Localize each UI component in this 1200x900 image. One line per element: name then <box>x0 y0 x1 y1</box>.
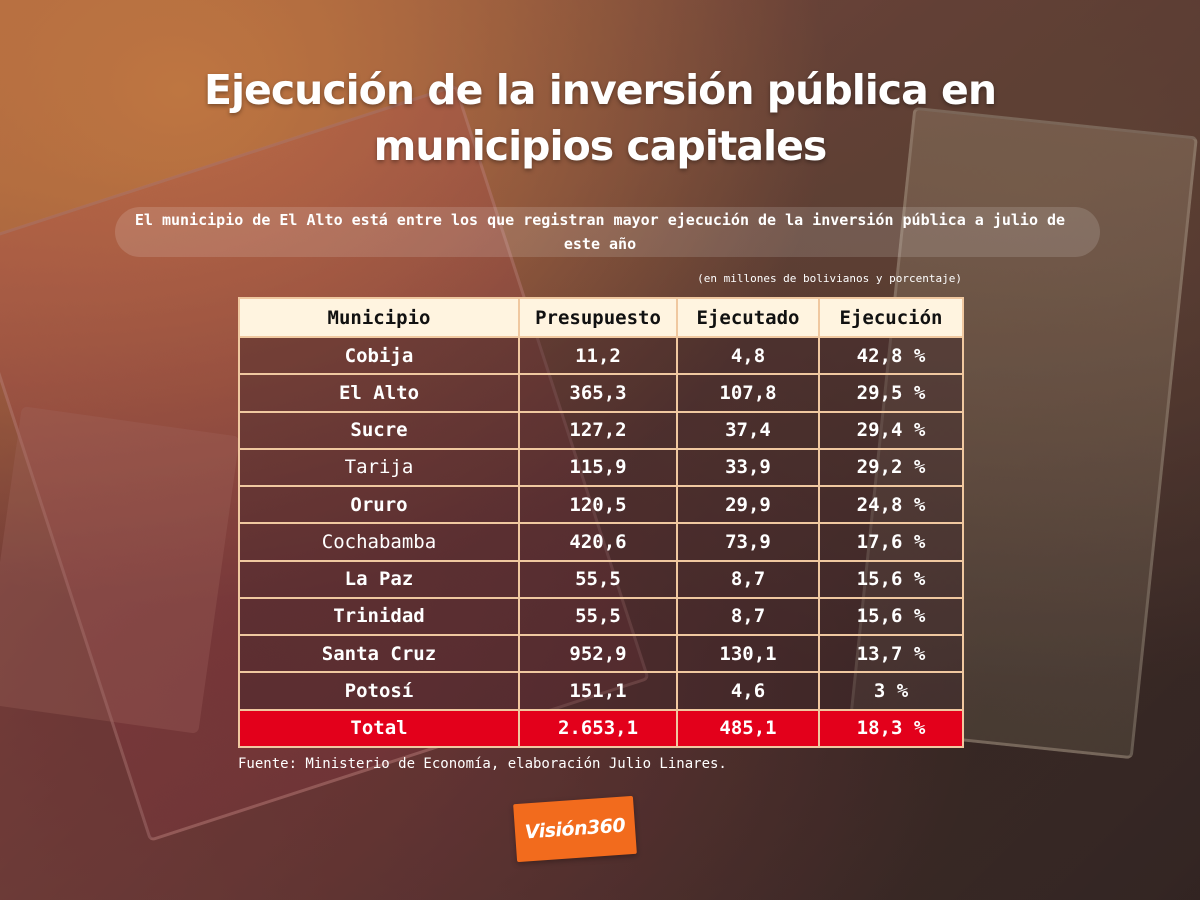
cell-ejecucion: 3 % <box>818 671 964 711</box>
table-header-row: Municipio Presupuesto Ejecutado Ejecució… <box>238 297 964 338</box>
cell-total-ejecucion: 18,3 % <box>818 708 964 749</box>
cell-ejecutado: 8,7 <box>676 596 820 637</box>
subtitle-box <box>115 207 1100 257</box>
cell-ejecutado: 130,1 <box>676 634 820 674</box>
table-row: Potosí 151,1 4,6 3 % <box>238 671 964 711</box>
cell-ejecucion: 15,6 % <box>818 559 964 599</box>
cell-presupuesto: 151,1 <box>518 671 678 711</box>
table-row: Trinidad 55,5 8,7 15,6 % <box>238 596 964 637</box>
units-note: (en millones de bolivianos y porcentaje) <box>697 272 962 285</box>
cell-municipio: Cobija <box>238 335 520 376</box>
cell-ejecutado: 33,9 <box>676 447 820 488</box>
table-row: Santa Cruz 952,9 130,1 13,7 % <box>238 634 964 674</box>
cell-ejecucion: 29,2 % <box>818 447 964 488</box>
cell-ejecucion: 29,4 % <box>818 410 964 450</box>
cell-ejecutado: 4,6 <box>676 671 820 711</box>
cell-total-presupuesto: 2.653,1 <box>518 708 678 749</box>
logo-text: Visión360 <box>524 814 626 844</box>
cell-ejecucion: 15,6 % <box>818 596 964 637</box>
cell-presupuesto: 120,5 <box>518 485 678 525</box>
cell-presupuesto: 55,5 <box>518 596 678 637</box>
investment-table: Municipio Presupuesto Ejecutado Ejecució… <box>238 297 964 749</box>
vision360-logo: Visión360 <box>513 795 637 863</box>
table-row: Tarija 115,9 33,9 29,2 % <box>238 447 964 488</box>
page-title: Ejecución de la inversión pública en mun… <box>203 66 997 170</box>
cell-presupuesto: 365,3 <box>518 373 678 413</box>
cell-ejecutado: 37,4 <box>676 410 820 450</box>
cell-presupuesto: 115,9 <box>518 447 678 488</box>
cell-ejecutado: 107,8 <box>676 373 820 413</box>
cell-presupuesto: 11,2 <box>518 335 678 376</box>
total-row: Total 2.653,1 485,1 18,3 % <box>238 708 964 749</box>
column-header: Presupuesto <box>518 297 678 338</box>
cell-ejecucion: 24,8 % <box>818 485 964 525</box>
cell-ejecucion: 42,8 % <box>818 335 964 376</box>
cell-ejecutado: 73,9 <box>676 522 820 562</box>
cell-presupuesto: 952,9 <box>518 634 678 674</box>
cell-total-ejecutado: 485,1 <box>676 708 820 749</box>
cell-municipio: Trinidad <box>238 596 520 637</box>
table-row: Sucre 127,2 37,4 29,4 % <box>238 410 964 450</box>
cell-municipio: Oruro <box>238 485 520 525</box>
column-header: Municipio <box>238 297 520 338</box>
cell-total-label: Total <box>238 708 520 749</box>
cell-ejecutado: 29,9 <box>676 485 820 525</box>
subtitle: El municipio de El Alto está entre los q… <box>134 211 1066 253</box>
column-header: Ejecución <box>818 297 964 338</box>
cell-ejecucion: 17,6 % <box>818 522 964 562</box>
cell-municipio: Tarija <box>238 447 520 488</box>
cell-municipio: Potosí <box>238 671 520 711</box>
table-row: Oruro 120,5 29,9 24,8 % <box>238 485 964 525</box>
cell-presupuesto: 420,6 <box>518 522 678 562</box>
cell-ejecutado: 8,7 <box>676 559 820 599</box>
table-row: La Paz 55,5 8,7 15,6 % <box>238 559 964 599</box>
cell-municipio: La Paz <box>238 559 520 599</box>
cell-ejecucion: 13,7 % <box>818 634 964 674</box>
cell-municipio: Cochabamba <box>238 522 520 562</box>
cell-ejecucion: 29,5 % <box>818 373 964 413</box>
cell-municipio: El Alto <box>238 373 520 413</box>
cell-ejecutado: 4,8 <box>676 335 820 376</box>
cell-municipio: Sucre <box>238 410 520 450</box>
table-row: Cobija 11,2 4,8 42,8 % <box>238 335 964 376</box>
table-row: El Alto 365,3 107,8 29,5 % <box>238 373 964 413</box>
column-header: Ejecutado <box>676 297 820 338</box>
cell-presupuesto: 127,2 <box>518 410 678 450</box>
cell-presupuesto: 55,5 <box>518 559 678 599</box>
cell-municipio: Santa Cruz <box>238 634 520 674</box>
table-row: Cochabamba 420,6 73,9 17,6 % <box>238 522 964 562</box>
source-note: Fuente: Ministerio de Economía, elaborac… <box>238 756 727 772</box>
